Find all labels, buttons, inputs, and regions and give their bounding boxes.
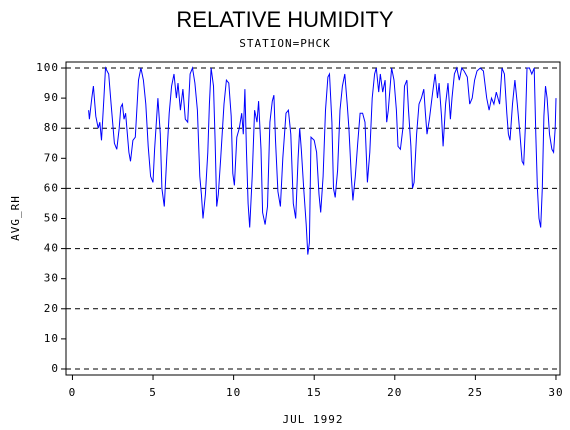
- x-tick-label: 20: [387, 386, 402, 399]
- y-tick-label: 50: [44, 212, 59, 225]
- y-tick-label: 80: [44, 121, 59, 134]
- x-tick-label: 15: [307, 386, 322, 399]
- y-tick-label: 30: [44, 272, 59, 285]
- x-tick-label: 30: [548, 386, 563, 399]
- x-tick-label: 25: [468, 386, 483, 399]
- y-tick-label: 60: [44, 181, 59, 194]
- x-tick-label: 10: [226, 386, 241, 399]
- y-tick-label: 0: [51, 362, 59, 375]
- plot-frame: [65, 61, 561, 376]
- x-axis-label: JUL 1992: [283, 413, 344, 426]
- x-tick-label: 0: [69, 386, 77, 399]
- chart-subtitle: STATION=PHCK: [239, 37, 330, 50]
- y-tick-label: 100: [36, 61, 59, 74]
- data-line: [88, 66, 557, 255]
- y-axis-label: AVG_RH: [9, 195, 22, 241]
- y-tick-label: 20: [44, 302, 59, 315]
- x-tick-label: 5: [149, 386, 157, 399]
- y-tick-label: 40: [44, 242, 59, 255]
- chart-title: RELATIVE HUMIDITY: [176, 7, 394, 32]
- y-tick-label: 90: [44, 91, 59, 104]
- y-tick-label: 10: [44, 332, 59, 345]
- y-tick-label: 70: [44, 151, 59, 164]
